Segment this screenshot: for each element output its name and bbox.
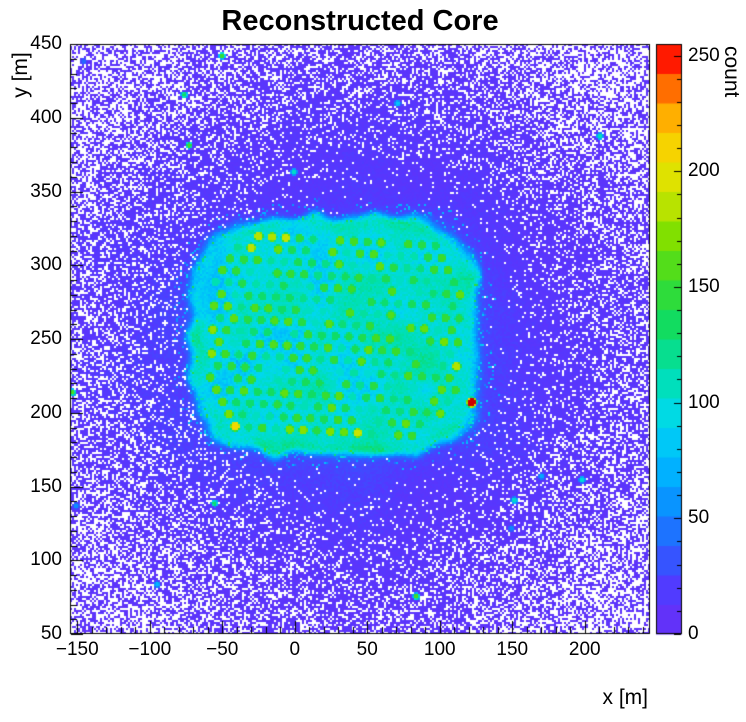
y-tick-label: 150: [30, 475, 62, 497]
y-tick-label: 200: [30, 401, 62, 423]
colorbar-tick-label: 0: [688, 623, 699, 644]
x-tick-label: 200: [568, 639, 601, 660]
x-tick-label: −150: [55, 639, 99, 660]
x-tick-label: −100: [128, 639, 172, 660]
colorbar-tick-label: 200: [688, 160, 720, 182]
chart-title: Reconstructed Core: [221, 5, 499, 37]
y-tick-label: 250: [30, 328, 62, 349]
x-tick-label: 0: [289, 639, 301, 660]
y-tick-label: 450: [30, 33, 62, 54]
x-tick-label: 50: [356, 639, 378, 660]
colorbar-tick-label: 100: [688, 391, 720, 413]
y-tick-label: 400: [30, 106, 62, 128]
x-tick-label: 100: [423, 639, 456, 660]
colorbar-tick-label: 50: [688, 507, 710, 529]
y-tick-label: 100: [30, 549, 62, 571]
colorbar-tick-label: 250: [688, 44, 720, 66]
y-tick-label: 300: [30, 254, 62, 276]
colorbar-tick-label: 150: [688, 275, 720, 297]
x-axis-title: x [m]: [602, 686, 649, 709]
x-tick-label: 150: [496, 639, 529, 660]
x-tick-label: −50: [206, 639, 239, 660]
colorbar-title: count: [720, 46, 743, 98]
y-tick-label: 350: [30, 180, 62, 202]
y-tick-label: 50: [40, 623, 62, 644]
